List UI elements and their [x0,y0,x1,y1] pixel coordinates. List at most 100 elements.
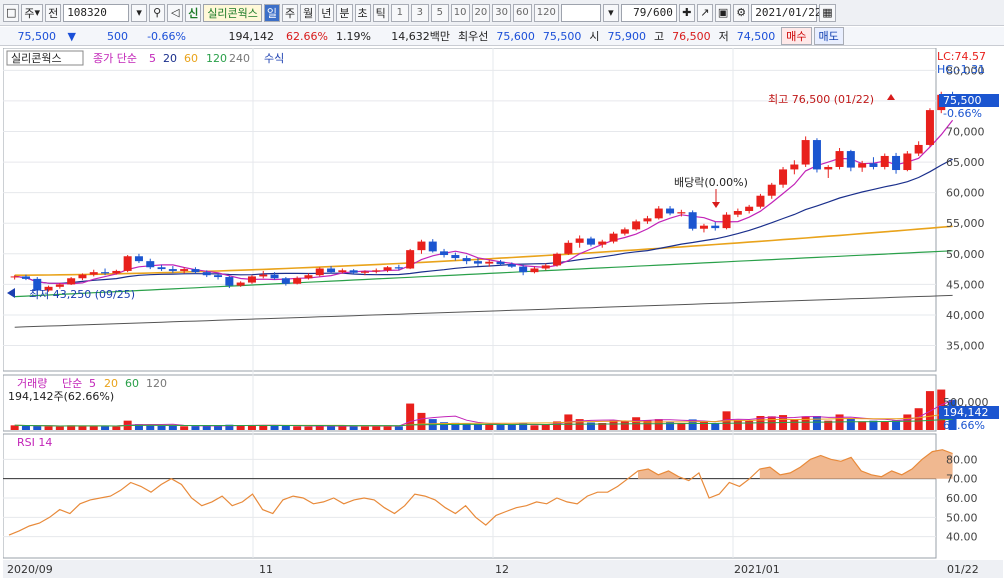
custom-interval-input[interactable] [560,3,601,22]
period-select[interactable]: 주 ▾ [21,3,44,22]
volume-bar [349,425,358,430]
quote-change-pct: -0.66% [147,29,186,43]
volume-bar [180,426,189,430]
volume-bar [733,420,742,430]
volume-bar [236,425,245,430]
volume-ma60-label: 60 [125,377,139,390]
interval-1[interactable]: 1 [390,3,409,22]
volume-bar [541,424,550,430]
candle-body [236,282,245,286]
ma120-label: 120 [206,52,227,65]
period-tick-tab[interactable]: 틱 [372,3,389,22]
buy-button[interactable]: 매수 [781,27,812,45]
volume-bar [892,420,901,430]
price-panel-title: 실리콘웍스 [11,52,62,65]
volume-bar [824,420,833,430]
quote-change: 500 [107,29,128,43]
candle-body [180,269,189,271]
candle-body [767,184,776,196]
price-axis-tick: 60,000 [946,187,985,200]
period-year-tab[interactable]: 년 [318,3,335,22]
interval-dropdown-button[interactable]: ▾ [602,3,619,22]
volume-bar [699,421,708,430]
volume-bar [711,423,720,430]
crosshair-icon[interactable]: ✚ [678,3,695,22]
rsi-axis-tick: 70.00 [946,473,978,486]
period-minute-tab[interactable]: 분 [336,3,353,22]
price-axis-tick: 45,000 [946,278,985,291]
quote-volume: 194,142 [228,29,275,43]
best-bid: 75,500 [542,29,582,43]
candle-body [112,270,121,274]
volume-bar [168,425,177,430]
candle-body [496,261,505,265]
candle-body [462,258,471,262]
ma5-line [14,119,954,285]
date-input[interactable]: 2021/01/22 [751,3,821,22]
volume-bar [67,425,76,430]
candle-body [293,278,302,284]
volume-bar [801,416,810,430]
gear-icon[interactable]: ⚙ [733,3,750,22]
interval-120[interactable]: 120 [533,3,559,22]
stock-chart[interactable]: 80,00075,00070,00065,00060,00055,00050,0… [2,47,1003,578]
period-second-tab[interactable]: 초 [354,3,371,22]
x-axis-bar [3,560,1003,578]
chart-settings-icon[interactable]: □ [3,3,20,22]
interval-20[interactable]: 20 [471,3,491,22]
volume-bar [914,408,923,430]
volume-pct-tag: 62.66% [943,419,985,432]
period-week-tab[interactable]: 주 [282,3,299,22]
sell-button[interactable]: 매도 [813,27,844,45]
candle-body [67,278,76,285]
candle-body [383,267,392,271]
candle-body [417,241,426,251]
stock-code-input[interactable]: 108320 [63,3,130,22]
volume-bar [101,426,110,430]
search-icon[interactable]: ⚲ [149,3,166,22]
interval-60[interactable]: 60 [513,3,532,22]
ma60-label: 60 [184,52,198,65]
chart-area[interactable]: 80,00075,00070,00065,00060,00055,00050,0… [2,47,1003,578]
candle-body [824,166,833,170]
price-panel-title-box[interactable] [6,50,84,66]
price-axis-tick: 70,000 [946,126,985,139]
volume-bar [191,426,200,430]
candle-body [632,221,641,230]
candle-body [191,269,200,273]
volume-bar [214,425,223,430]
candle-body [553,253,562,266]
candle-body [790,164,799,170]
rsi-line [8,449,953,536]
period-day-tab[interactable]: 일 [263,3,281,22]
interval-5[interactable]: 5 [430,3,449,22]
volume-bar [417,412,426,430]
high-label: 고 [654,30,665,43]
volume-ma20-label: 20 [104,377,118,390]
quote-amount: 14,632백만 [391,30,450,43]
volume-bar [473,424,482,430]
volume-bar [451,422,460,430]
volume-bar [44,426,53,430]
ma5-label: 5 [149,52,156,65]
stock-name[interactable]: 실리콘웍스 [203,3,262,22]
volume-bar [846,418,855,430]
rsi-axis-tick: 60.00 [946,492,978,505]
interval-3[interactable]: 3 [410,3,429,22]
calendar-icon[interactable]: ▦ [819,3,836,22]
price-ma-label: 종가 단순 [93,52,137,65]
code-dropdown-button[interactable]: ▾ [131,3,148,22]
candle-body [372,270,381,272]
period-month-tab[interactable]: 월 [300,3,317,22]
data-count-input[interactable]: 79/600 [620,3,677,22]
interval-30[interactable]: 30 [492,3,511,22]
candle-body [281,278,290,284]
interval-10[interactable]: 10 [450,3,470,22]
candle-body [406,250,415,269]
save-icon[interactable]: ▣ [714,3,732,22]
speaker-icon[interactable]: ◁ [167,3,184,22]
formula-label[interactable]: 수식 [264,52,284,65]
market-select[interactable]: 전 [45,3,62,22]
candle-body [134,256,143,262]
draw-line-icon[interactable]: ↗ [696,3,713,22]
